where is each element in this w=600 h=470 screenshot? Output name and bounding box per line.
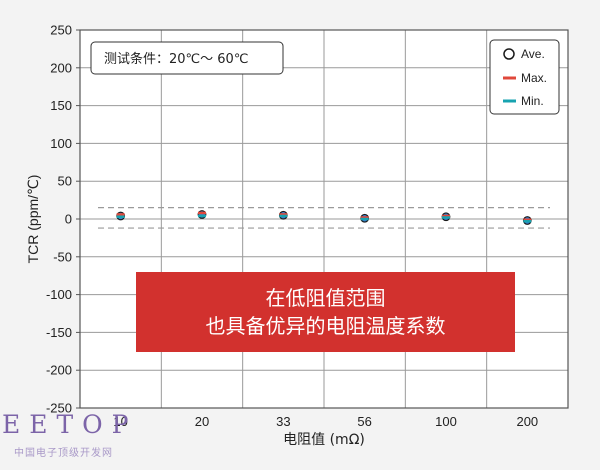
legend-ave-icon — [503, 48, 515, 60]
legend-min-label: Min. — [521, 94, 544, 108]
y-tick-label: 0 — [65, 212, 72, 227]
y-axis-label: TCR (ppm/℃) — [25, 175, 41, 264]
legend-max-label: Max. — [521, 71, 547, 85]
highlight-banner: 在低阻值范围 也具备优异的电阻温度系数 — [136, 272, 515, 352]
y-tick-label: 200 — [50, 60, 72, 75]
y-tick-label: -200 — [46, 363, 72, 378]
y-tick-label: 50 — [58, 174, 72, 189]
condition-box: 测试条件：20℃～ 60℃ — [90, 41, 284, 75]
legend: Ave. Max. Min. — [489, 39, 560, 115]
x-tick-label: 100 — [435, 414, 457, 429]
x-tick-label: 20 — [195, 414, 209, 429]
x-tick-label: 10 — [113, 414, 127, 429]
condition-box-frame — [90, 41, 284, 75]
eetop-logo: EETOP — [2, 410, 138, 439]
y-tick-label: 250 — [50, 23, 72, 38]
condition-text: 测试条件：20℃～ 60℃ — [104, 51, 248, 67]
x-tick-label: 200 — [516, 414, 538, 429]
y-tick-label: -150 — [46, 325, 72, 340]
legend-ave-label: Ave. — [521, 47, 545, 61]
x-tick-label: 33 — [276, 414, 290, 429]
x-axis-label: 电阻值 (mΩ) — [283, 432, 365, 448]
reference-lines — [98, 207, 550, 229]
x-tick-label: 56 — [357, 414, 371, 429]
banner-line-1: 在低阻值范围 — [265, 286, 386, 310]
y-tick-label: -50 — [53, 249, 72, 264]
x-tick-labels: 10 20 33 56 100 200 — [113, 414, 538, 429]
y-tick-label: 100 — [50, 136, 72, 151]
data-marks — [116, 210, 532, 225]
y-tick-label: -100 — [46, 287, 72, 302]
eetop-subtitle: 中国电子顶级开发网 — [14, 448, 113, 459]
y-tick-labels: 250 200 150 100 50 0 -50 -100 -150 -200 -250 — [46, 23, 80, 416]
y-tick-label: 150 — [50, 98, 72, 113]
banner-line-2: 也具备优异的电阻温度系数 — [205, 314, 446, 338]
y-tick-label: -250 — [46, 401, 72, 416]
